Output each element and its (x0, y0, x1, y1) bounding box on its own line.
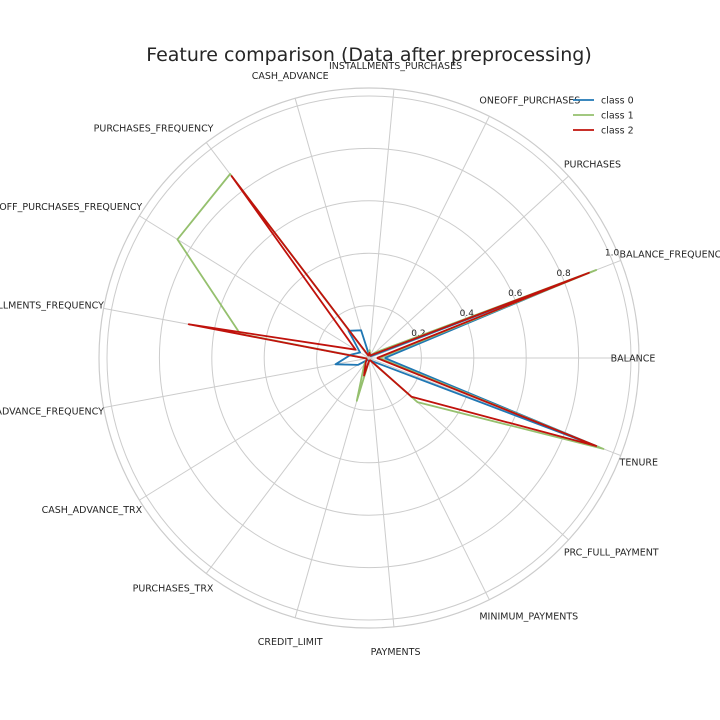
feature-label-minimum-payments: MINIMUM_PAYMENTS (479, 611, 578, 622)
series-line-2 (187, 175, 598, 447)
spoke-10 (139, 357, 370, 501)
legend-label-0: class 0 (601, 96, 634, 107)
feature-label-payments: PAYMENTS (371, 647, 421, 658)
feature-label-cash-advance-trx: CASH_ADVANCE_TRX (42, 505, 143, 516)
feature-label-cash-advance-frequency: CASH_ADVANCE_FREQUENCY (0, 406, 104, 417)
spoke-4 (368, 89, 395, 359)
feature-label-credit-limit: CREDIT_LIMIT (258, 637, 323, 648)
feature-label-purchases: PURCHASES (564, 159, 621, 170)
feature-label-installments-purchases: INSTALLMENTS_PURCHASES (329, 61, 462, 72)
chart-title: Feature comparison (Data after preproces… (146, 44, 592, 66)
feature-label-oneoff-purchases: ONEOFF_PURCHASES (479, 96, 580, 107)
spoke-5 (294, 98, 370, 359)
spoke-13 (368, 357, 395, 627)
legend: class 0 class 1 class 2 (573, 96, 634, 137)
rtick-label-1: 0.4 (460, 309, 475, 319)
rtick-label-3: 0.8 (556, 269, 571, 279)
radial-tick-labels: 0.2 0.4 0.6 0.8 1.0 (411, 249, 619, 339)
feature-label-prc-full-payment: PRC_FULL_PAYMENT (564, 548, 659, 559)
series-lines (176, 173, 605, 450)
rtick-label-2: 0.6 (508, 289, 523, 299)
series-line-1 (176, 173, 605, 450)
feature-label-balance-frequency: BALANCE_FREQUENCY (620, 249, 720, 260)
legend-label-1: class 1 (601, 111, 634, 122)
feature-label-purchases-frequency: PURCHASES_FREQUENCY (94, 124, 214, 135)
feature-label-oneoff-purchases-frequency: ONEOFF_PURCHASES_FREQUENCY (0, 202, 142, 213)
feature-label-balance: BALANCE (611, 354, 656, 365)
spoke-9 (103, 357, 370, 409)
rtick-label-0: 0.2 (411, 329, 425, 339)
legend-label-2: class 2 (601, 126, 634, 137)
spoke-2 (368, 175, 569, 359)
radar-grid (98, 87, 640, 629)
rtick-label-4: 1.0 (605, 249, 620, 259)
feature-label-purchases-trx: PURCHASES_TRX (133, 583, 214, 594)
feature-label-cash-advance: CASH_ADVANCE (252, 71, 329, 82)
feature-label-tenure: TENURE (619, 458, 658, 469)
spoke-3 (368, 116, 490, 359)
feature-labels: BALANCE BALANCE_FREQUENCY PURCHASES ONEOFF_… (0, 61, 720, 658)
spoke-14 (368, 357, 490, 600)
spoke-11 (205, 357, 370, 574)
feature-label-purchases-installments-frequency: PURCHASES_INSTALLMENTS_FREQUENCY (0, 301, 104, 312)
